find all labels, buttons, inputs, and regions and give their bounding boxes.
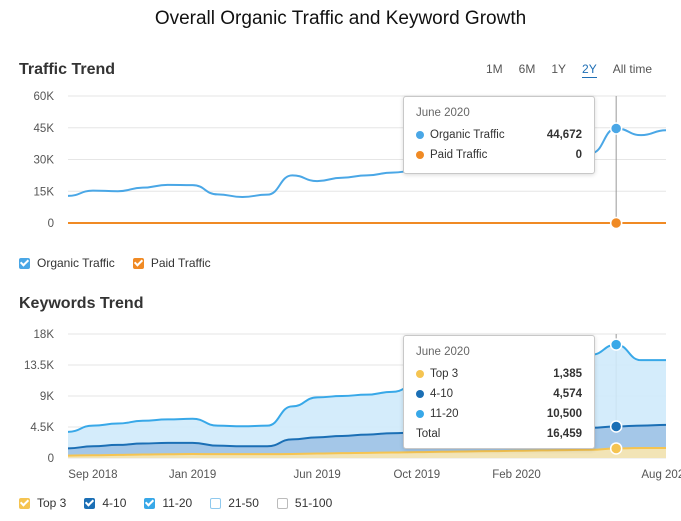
checkbox-icon[interactable] bbox=[84, 497, 96, 509]
tooltip-row-organic: Organic Traffic 44,672 bbox=[404, 125, 594, 145]
tooltip-total-value: 16,459 bbox=[546, 428, 582, 440]
x-tick-label: Feb 2020 bbox=[492, 469, 541, 481]
y-tick-label: 45K bbox=[34, 123, 55, 135]
traffic-tooltip: June 2020 Organic Traffic 44,672 Paid Tr… bbox=[403, 96, 595, 174]
checkbox-icon[interactable] bbox=[276, 497, 288, 509]
tooltip-label: 11-20 bbox=[430, 408, 459, 420]
legend-paid-traffic[interactable]: Paid Traffic bbox=[132, 256, 211, 270]
series-line-top3 bbox=[67, 447, 666, 457]
pos-4-10-dot-icon bbox=[416, 390, 424, 398]
pos-11-20-dot-icon bbox=[416, 410, 424, 418]
legend-51-100[interactable]: 51-100 bbox=[276, 496, 333, 510]
y-tick-label: 18K bbox=[34, 329, 55, 341]
checkbox-icon[interactable] bbox=[144, 497, 156, 509]
keywords-tooltip: June 2020 Top 3 1,385 4-10 4,574 11-20 1… bbox=[403, 335, 595, 449]
tooltip-value: 44,672 bbox=[546, 129, 582, 141]
top3-dot-icon bbox=[416, 370, 424, 378]
legend-label: 4-10 bbox=[102, 496, 127, 510]
x-tick-label: Jun 2019 bbox=[294, 469, 341, 481]
tooltip-row-total: Total 16,459 bbox=[404, 424, 594, 444]
range-tab-1m[interactable]: 1M bbox=[486, 62, 503, 76]
tooltip-date: June 2020 bbox=[416, 346, 470, 358]
y-tick-label: 60K bbox=[34, 91, 55, 103]
hover-point-4-10 bbox=[609, 420, 623, 433]
tooltip-label: Paid Traffic bbox=[430, 149, 488, 161]
legend-label: 11-20 bbox=[162, 496, 193, 510]
tooltip-label: Organic Traffic bbox=[430, 129, 505, 141]
range-tab-1y[interactable]: 1Y bbox=[551, 62, 567, 76]
tooltip-row-11-20: 11-20 10,500 bbox=[404, 404, 594, 424]
y-tick-label: 4.5K bbox=[30, 422, 54, 434]
tooltip-row-paid: Paid Traffic 0 bbox=[404, 145, 594, 165]
legend-label: 21-50 bbox=[228, 496, 259, 510]
range-tab-all-time[interactable]: All time bbox=[612, 62, 653, 76]
traffic-trend-title: Traffic Trend bbox=[19, 61, 116, 78]
tooltip-row-4-10: 4-10 4,574 bbox=[404, 384, 594, 404]
hover-point bbox=[609, 216, 623, 230]
tooltip-label: 4-10 bbox=[430, 388, 454, 400]
hover-point-top3 bbox=[609, 442, 623, 455]
legend-label: Organic Traffic bbox=[37, 256, 115, 270]
tooltip-label: Top 3 bbox=[430, 368, 459, 380]
x-tick-label: Oct 2019 bbox=[393, 469, 440, 481]
paid-dot-icon bbox=[416, 151, 424, 159]
y-tick-label: 30K bbox=[34, 155, 55, 167]
checkbox-icon[interactable] bbox=[132, 257, 144, 269]
tooltip-value: 1,385 bbox=[553, 368, 582, 380]
tooltip-value: 10,500 bbox=[546, 408, 582, 420]
keywords-trend-title: Keywords Trend bbox=[19, 295, 144, 312]
y-tick-label: 9K bbox=[40, 391, 54, 403]
organic-dot-icon bbox=[416, 131, 424, 139]
checkbox-icon[interactable] bbox=[19, 497, 30, 509]
y-tick-label: 0 bbox=[48, 218, 54, 230]
legend-11-20[interactable]: 11-20 bbox=[144, 496, 192, 510]
y-tick-label: 13.5K bbox=[24, 360, 54, 372]
legend-label: Paid Traffic bbox=[150, 256, 211, 270]
legend-top-3[interactable]: Top 3 bbox=[19, 496, 66, 510]
legend-label: Top 3 bbox=[37, 496, 67, 510]
x-tick-label: Jan 2019 bbox=[169, 469, 216, 481]
y-tick-label: 0 bbox=[48, 453, 54, 465]
tooltip-row-top3: Top 3 1,385 bbox=[404, 364, 594, 384]
x-tick-label: Aug 2020 bbox=[641, 469, 681, 481]
legend-21-50[interactable]: 21-50 bbox=[210, 496, 259, 510]
date-range-tabs: 1M 6M 1Y 2Y All time bbox=[486, 62, 652, 78]
tooltip-total-label: Total bbox=[416, 428, 441, 440]
x-tick-label: Sep 2018 bbox=[68, 469, 117, 481]
legend-organic-traffic[interactable]: Organic Traffic bbox=[19, 256, 115, 270]
tooltip-value: 4,574 bbox=[553, 388, 582, 400]
legend-label: 51-100 bbox=[294, 496, 333, 510]
hover-point bbox=[609, 122, 623, 135]
hover-point-11-20 bbox=[609, 338, 623, 351]
keywords-legend: Top 3 4-10 11-20 21-50 51-100 bbox=[19, 496, 350, 510]
range-tab-2y[interactable]: 2Y bbox=[582, 62, 597, 78]
traffic-legend: Organic Traffic Paid Traffic bbox=[19, 256, 229, 270]
legend-4-10[interactable]: 4-10 bbox=[84, 496, 126, 510]
traffic-trend-chart[interactable]: 0 15K 30K 45K 60K bbox=[0, 0, 681, 245]
tooltip-date: June 2020 bbox=[416, 107, 470, 119]
tooltip-value: 0 bbox=[575, 149, 582, 161]
y-tick-label: 15K bbox=[34, 186, 55, 198]
checkbox-icon[interactable] bbox=[210, 497, 222, 509]
page-title: Overall Organic Traffic and Keyword Grow… bbox=[154, 8, 527, 29]
range-tab-6m[interactable]: 6M bbox=[518, 62, 536, 76]
checkbox-icon[interactable] bbox=[19, 257, 30, 269]
